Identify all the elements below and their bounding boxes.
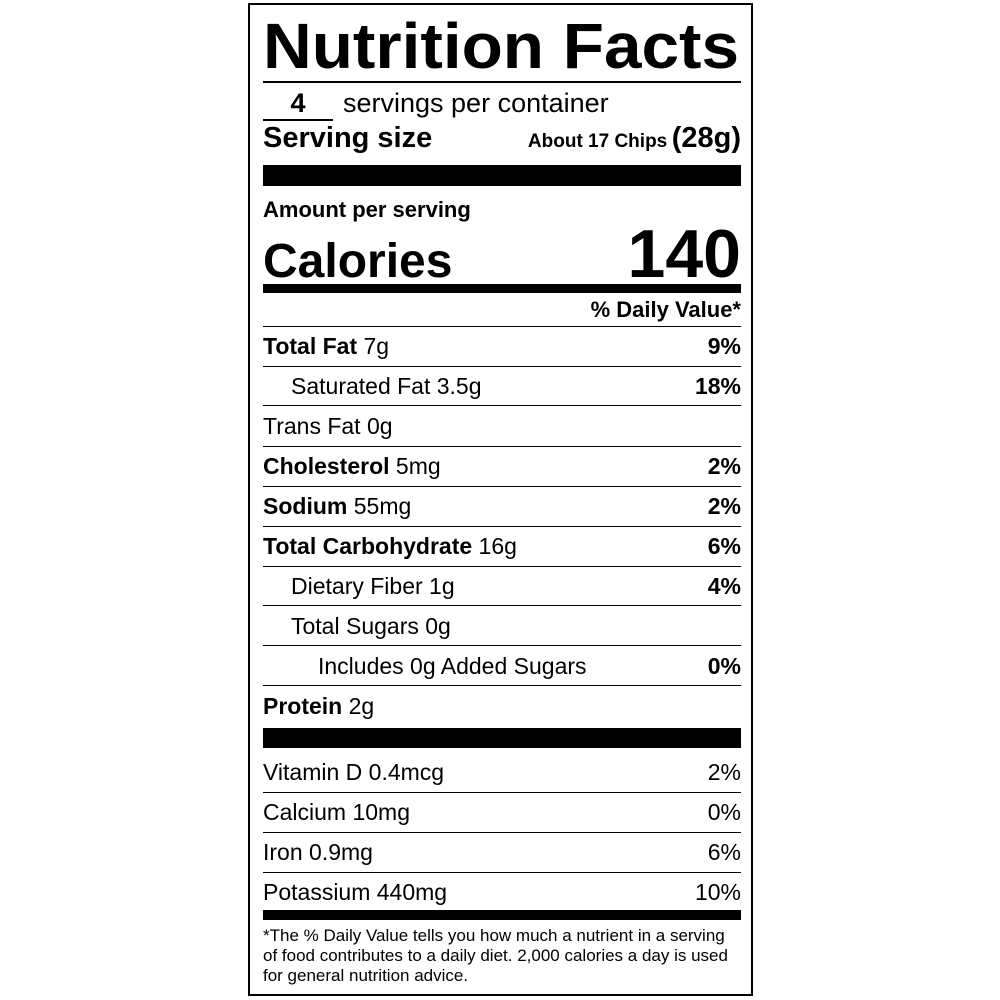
nutrient-name: Includes 0g Added Sugars: [318, 652, 587, 679]
servings: 4 servings per container: [263, 88, 741, 121]
calories-value: 140: [627, 216, 741, 292]
nutrient-label: Saturated Fat 3.5g: [291, 373, 482, 400]
vitamin-amount: 0.4mcg: [368, 759, 445, 785]
nutrient-name: Total Carbohydrate: [263, 533, 473, 559]
nutrient-name: Sodium: [263, 493, 348, 519]
vitamin-label: Vitamin D 0.4mcg: [263, 759, 444, 786]
nutrient-dv: 0%: [707, 652, 741, 679]
vitamin-amount: 440mg: [376, 879, 448, 905]
vitamin-amount: 0.9mg: [309, 839, 373, 865]
nutrient-dv: 2%: [707, 493, 741, 519]
calories-row: Calories 140: [263, 215, 741, 293]
vitamin-dv: 2%: [707, 759, 741, 785]
nutrient-amount: 55mg: [353, 493, 412, 519]
nutrient-row: Trans Fat 0g: [263, 407, 741, 447]
serving-size-weight: (28g): [671, 122, 741, 154]
footnote: *The % Daily Value tells you how much a …: [263, 926, 728, 985]
nutrient-dv: 4%: [707, 572, 741, 599]
nutrient-label: Cholesterol 5mg: [263, 453, 441, 480]
vitamin-row: Vitamin D 0.4mcg 2%: [263, 753, 741, 793]
title-svg: Nutrition Facts: [263, 10, 739, 80]
nutrient-row: Dietary Fiber 1g 4%: [263, 567, 741, 606]
rule: [263, 81, 741, 83]
vitamin-row: Calcium 10mg 0%: [263, 793, 741, 833]
nutrient-label: Dietary Fiber 1g: [291, 573, 455, 600]
thick-bar: [263, 728, 741, 748]
nutrient-row: Cholesterol 5mg 2%: [263, 447, 741, 487]
dv-header: % Daily Value*: [263, 293, 741, 327]
serving-size-label: Serving size: [263, 122, 433, 154]
vitamin-dv: 0%: [707, 799, 741, 825]
vitamin-dv: 6%: [707, 839, 741, 865]
nutrient-name: Protein: [263, 693, 343, 719]
vitamin-label: Potassium 440mg: [263, 879, 447, 906]
servings-text: servings per container: [343, 88, 609, 118]
nutrient-amount: 0g: [366, 413, 393, 439]
nutrient-row: Total Sugars 0g: [263, 607, 741, 646]
servings-count: 4: [263, 88, 333, 121]
thick-bar: [263, 165, 741, 186]
nutrient-row: Protein 2g: [263, 687, 741, 726]
nutrient-label: Trans Fat 0g: [263, 413, 393, 440]
nutrient-label: Protein 2g: [263, 693, 374, 720]
nutrient-dv: 18%: [694, 372, 741, 399]
nutrient-amount: 3.5g: [436, 372, 482, 399]
nutrient-name: Saturated Fat: [291, 372, 431, 399]
medium-bar: [263, 910, 741, 920]
nutrient-row: Total Fat 7g 9%: [263, 327, 741, 367]
label-border: [248, 3, 753, 996]
vitamin-name: Potassium: [263, 879, 371, 905]
nutrient-amount: 5mg: [395, 453, 441, 479]
vitamin-name: Vitamin D: [263, 759, 363, 785]
nutrient-name: Dietary Fiber: [291, 572, 423, 599]
nutrient-row: Sodium 55mg 2%: [263, 487, 741, 527]
vitamin-dv: 10%: [694, 879, 741, 905]
nutrient-label: Sodium 55mg: [263, 493, 411, 520]
nutrient-row: Total Carbohydrate 16g 6%: [263, 527, 741, 567]
nutrient-row: Includes 0g Added Sugars 0%: [263, 647, 741, 686]
vitamin-name: Calcium: [263, 799, 347, 825]
nutrient-label: Total Sugars 0g: [291, 613, 451, 640]
nutrient-amount: 7g: [363, 333, 390, 359]
vitamin-row: Potassium 440mg 10%: [263, 873, 741, 912]
calories-label: Calories: [263, 235, 453, 288]
nutrient-label: Total Carbohydrate 16g: [263, 533, 517, 560]
nutrient-amount: 2g: [348, 693, 375, 719]
serving-size-detail: About 17 Chips: [527, 131, 668, 152]
nutrient-dv: 9%: [707, 333, 741, 359]
nutrient-dv: 2%: [707, 453, 741, 479]
nutrient-amount: 1g: [429, 572, 455, 599]
nutrient-dv: 6%: [707, 533, 741, 559]
title: Nutrition Facts: [263, 10, 739, 80]
nutrient-row: Saturated Fat 3.5g 18%: [263, 367, 741, 406]
nutrient-name: Cholesterol: [263, 453, 390, 479]
nutrient-label: Total Fat 7g: [263, 333, 389, 360]
nutrient-amount: 0g: [425, 612, 451, 639]
nutrient-name: Trans Fat: [263, 413, 361, 439]
serving-size: Serving size About 17 Chips (28g): [263, 122, 741, 155]
amount-per-serving: Amount per serving: [263, 197, 471, 222]
vitamin-amount: 10mg: [352, 799, 411, 825]
vitamin-row: Iron 0.9mg 6%: [263, 833, 741, 873]
nutrient-label: Includes 0g Added Sugars: [318, 653, 587, 680]
vitamin-label: Calcium 10mg: [263, 799, 410, 826]
nutrient-amount: 16g: [478, 533, 517, 559]
nutrient-name: Total Sugars: [291, 612, 419, 639]
medium-bar: [263, 284, 741, 293]
nutrient-name: Total Fat: [263, 333, 358, 359]
vitamin-label: Iron 0.9mg: [263, 839, 373, 866]
dv-header-text: % Daily Value*: [590, 296, 741, 322]
vitamin-name: Iron: [263, 839, 303, 865]
